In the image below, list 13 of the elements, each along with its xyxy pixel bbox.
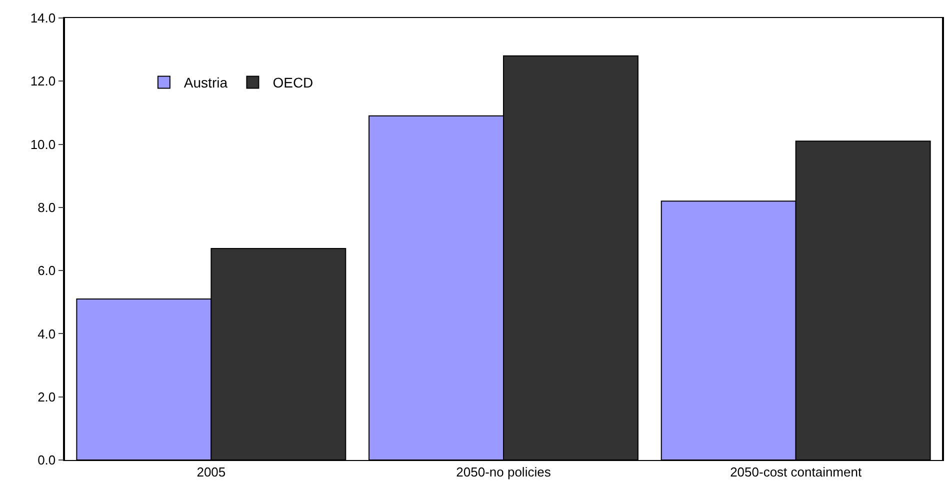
y-tick-label: 12.0 [30, 74, 56, 89]
y-tick-label: 4.0 [38, 326, 56, 342]
x-tick-label: 2050-cost containment [730, 464, 862, 480]
legend-label: Austria [184, 74, 228, 91]
y-tick-label: 0.0 [38, 452, 56, 468]
y-tick-label: 10.0 [30, 136, 56, 152]
y-tick-label: 6.0 [38, 263, 56, 278]
x-tick-label: 2050-no policies [456, 464, 552, 480]
x-tick-label: 2005 [196, 464, 226, 480]
y-tick-label: 2.0 [38, 389, 56, 404]
legend-label: OECD [272, 74, 314, 91]
y-tick-label: 8.0 [38, 200, 56, 215]
y-tick-label: 14.0 [30, 10, 56, 26]
